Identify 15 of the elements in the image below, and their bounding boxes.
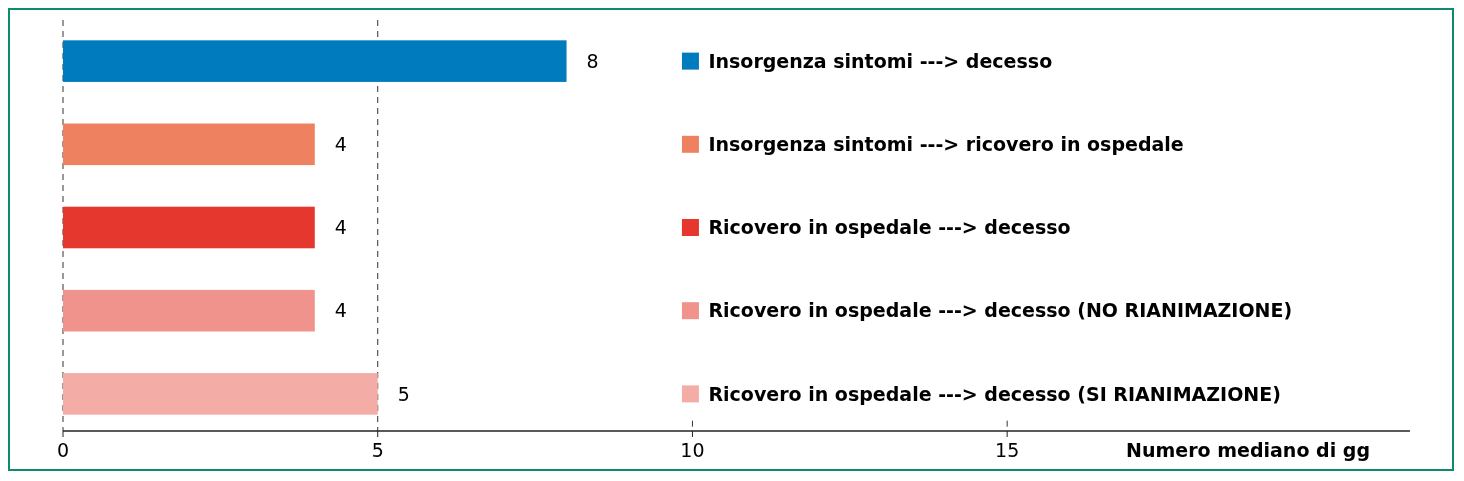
data-label: 4 — [334, 132, 347, 155]
x-axis-title: Numero mediano di gg — [1126, 439, 1370, 461]
legend-label: Insorgenza sintomi ---> ricovero in ospedale — [708, 132, 1184, 155]
x-tick-label: 10 — [680, 439, 705, 461]
x-tick-label: 0 — [56, 439, 70, 461]
legend-label: Ricovero in ospedale ---> decesso (SI RIANIMAZIONE) — [708, 382, 1281, 405]
data-label: 5 — [397, 382, 410, 405]
data-label: 8 — [586, 49, 599, 72]
x-tick-label: 15 — [995, 439, 1020, 461]
data-label: 4 — [334, 299, 347, 322]
legend-label: Ricovero in ospedale ---> decesso — [708, 216, 1071, 239]
legend-label: Insorgenza sintomi ---> decesso — [708, 49, 1053, 72]
x-tick-label: 5 — [371, 439, 384, 461]
legend-label: Ricovero in ospedale ---> decesso (NO RIANIMAZIONE) — [708, 299, 1293, 322]
data-label: 4 — [334, 216, 347, 239]
